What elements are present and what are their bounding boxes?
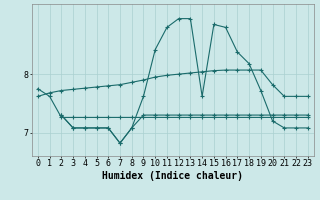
X-axis label: Humidex (Indice chaleur): Humidex (Indice chaleur) — [102, 171, 243, 181]
